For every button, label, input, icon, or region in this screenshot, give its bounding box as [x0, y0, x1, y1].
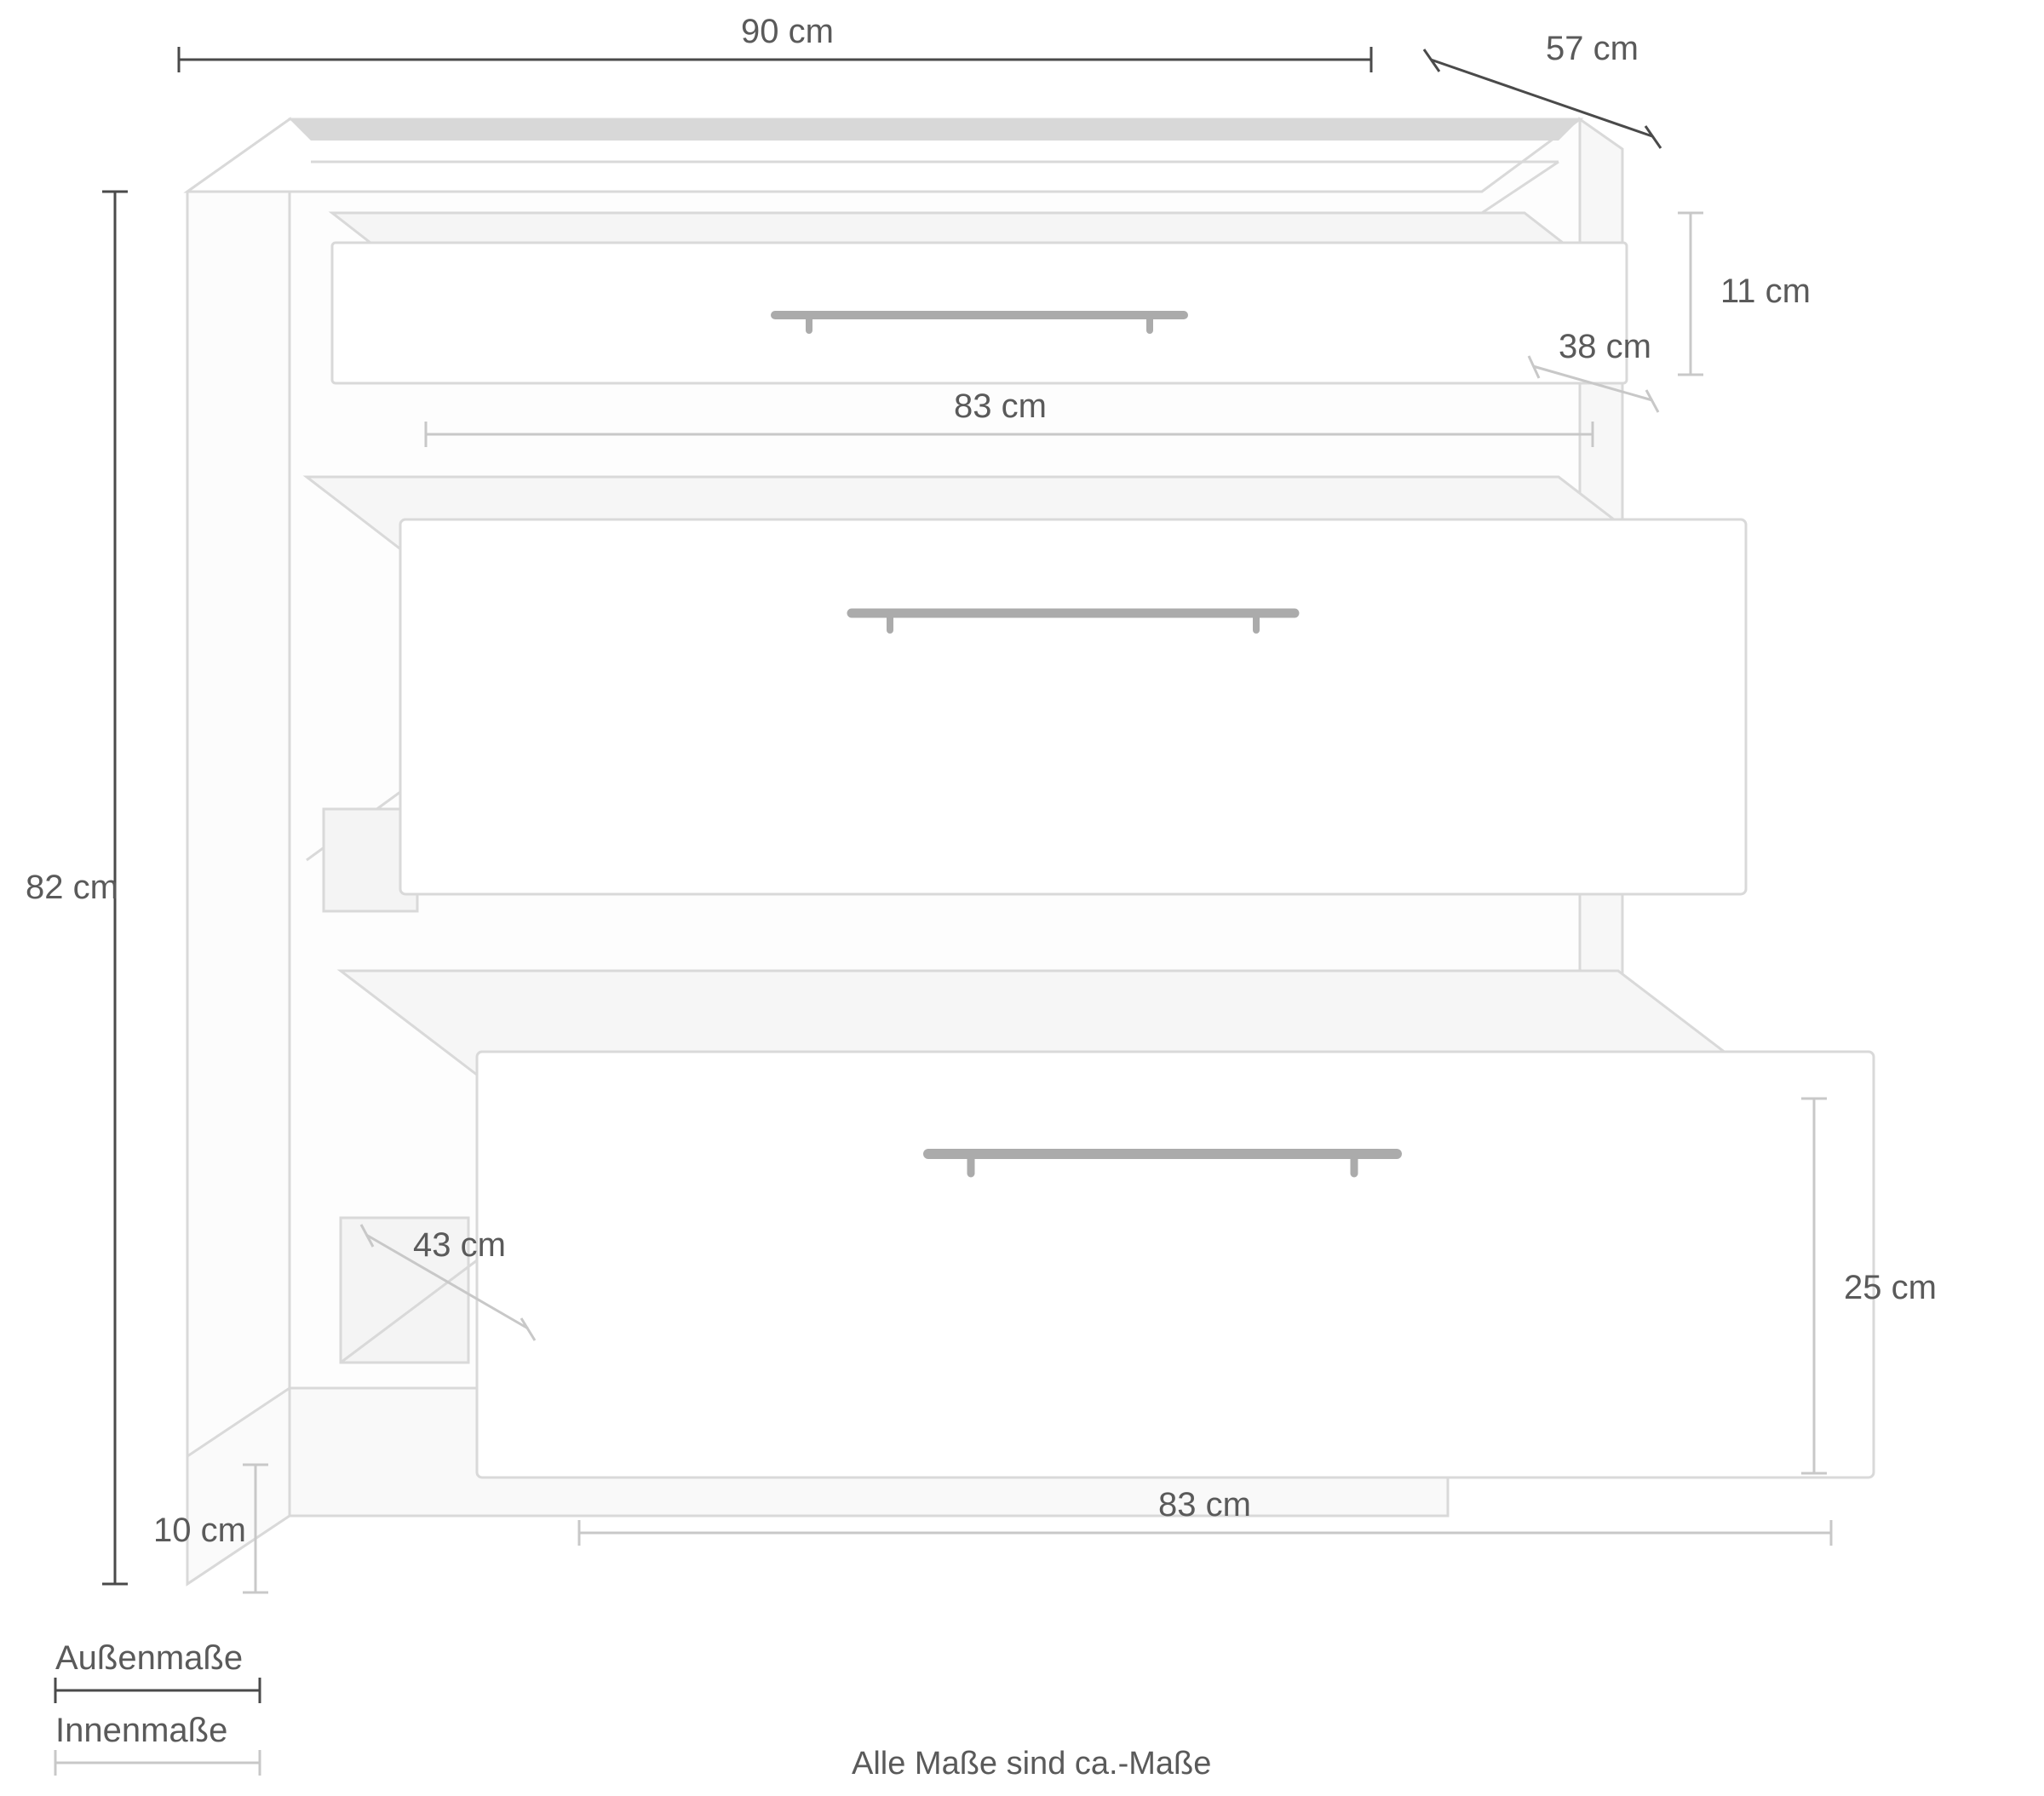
dim-tdrawer-d: 38 cm [1559, 328, 1651, 366]
drawer-bottom [341, 971, 1874, 1478]
dim-drawer-w-t: 83 cm [954, 387, 1047, 426]
footer-note: Alle Maße sind ca.-Maße [852, 1746, 1211, 1782]
drawer-top [332, 213, 1627, 383]
dim-bdrawer-h: 25 cm [1844, 1269, 1937, 1307]
dim-plinth: 10 cm [153, 1512, 246, 1550]
legend-inner: Innenmaße [55, 1712, 227, 1750]
dim-tdrawer-h: 11 cm [1720, 273, 1811, 311]
dim-height-left: 82 cm [26, 869, 118, 907]
dim-drawer-w-b: 83 cm [1158, 1486, 1251, 1524]
diagram-svg [0, 0, 2044, 1796]
dim-bdrawer-d: 43 cm [413, 1226, 506, 1265]
drawer-middle [307, 477, 1746, 911]
legend-outer: Außenmaße [55, 1639, 243, 1678]
dim-depth-top: 57 cm [1546, 30, 1639, 68]
dim-width-top: 90 cm [741, 13, 834, 51]
